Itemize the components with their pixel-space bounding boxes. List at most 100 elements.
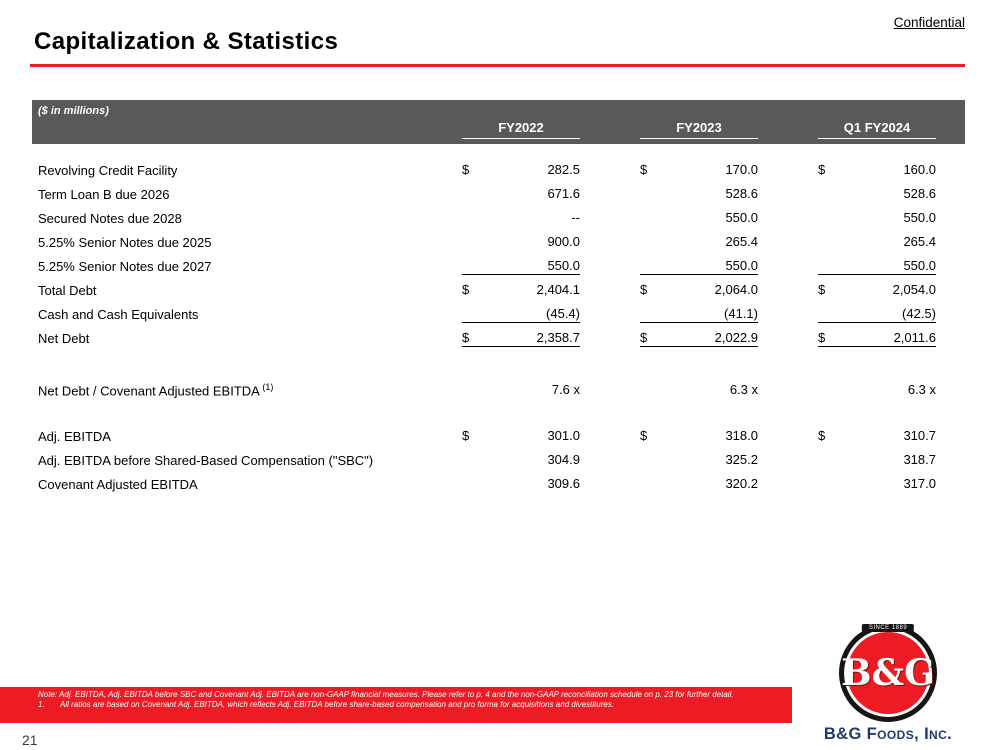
value-cell: $301.0 [462, 428, 640, 444]
currency-symbol: $ [462, 428, 470, 443]
value-cell: 265.4 [640, 234, 818, 250]
currency-symbol: $ [640, 282, 648, 297]
cell-value: (45.4) [546, 305, 580, 321]
value-cell: 671.6 [462, 186, 640, 202]
cell-value: 320.2 [725, 476, 758, 491]
bg-foods-logo-icon: SINCE 1889 B&G [839, 624, 937, 722]
units-label: ($ in millions) [38, 105, 109, 117]
table-row: Covenant Adjusted EBITDA 309.6 320.2 317.0 [32, 472, 965, 496]
capitalization-table: ($ in millions) FY2022 FY2023 Q1 FY2024 Re… [32, 100, 965, 496]
value-cell: $2,054.0 [818, 282, 965, 298]
value-cell: 550.0 [640, 210, 818, 226]
value-cell: 320.2 [640, 476, 818, 492]
value-cell: $318.0 [640, 428, 818, 444]
footnote-number: 1. [38, 700, 45, 710]
value-cell: 6.3 x [640, 382, 818, 398]
table-row: Adj. EBITDA before Shared-Based Compensa… [32, 448, 965, 472]
currency-symbol: $ [818, 428, 826, 443]
table-spacer [32, 350, 965, 378]
company-name: B&G Foods, Inc. [823, 725, 953, 743]
column-header: FY2023 [640, 120, 818, 139]
value-cell: 304.9 [462, 452, 640, 468]
value-cell: (45.4) [462, 306, 640, 323]
table-row: Cash and Cash Equivalents (45.4) (41.1) (42… [32, 302, 965, 326]
row-label: Cash and Cash Equivalents [38, 306, 199, 322]
cell-value: 160.0 [903, 162, 936, 177]
value-cell: 7.6 x [462, 382, 640, 398]
value-cell: (42.5) [818, 306, 965, 323]
cell-value: 2,022.9 [714, 329, 758, 345]
cell-value: 301.0 [547, 428, 580, 443]
value-cell: 900.0 [462, 234, 640, 250]
value-cell: 325.2 [640, 452, 818, 468]
cell-value: 2,064.0 [714, 282, 758, 297]
cell-value: 550.0 [725, 210, 758, 225]
title-rule [30, 64, 965, 67]
value-cell: $2,404.1 [462, 282, 640, 298]
table-row: Term Loan B due 2026 671.6 528.6 528.6 [32, 182, 965, 206]
value-cell: 550.0 [818, 258, 965, 275]
value-cell: 6.3 x [818, 382, 965, 398]
table-row: Net Debt / Covenant Adjusted EBITDA (1) 7… [32, 378, 965, 402]
capitalization-table-body: Revolving Credit Facility $282.5 $170.0 $16… [32, 158, 965, 496]
table-row: Secured Notes due 2028 -- 550.0 550.0 [32, 206, 965, 230]
value-cell: (41.1) [640, 306, 818, 323]
table-row: Net Debt $2,358.7 $2,022.9 $2,011.6 [32, 326, 965, 350]
value-cell: $160.0 [818, 162, 965, 178]
table-row: Revolving Credit Facility $282.5 $170.0 $16… [32, 158, 965, 182]
currency-symbol: $ [818, 329, 826, 345]
cell-value: 550.0 [903, 210, 936, 225]
value-cell: $2,022.9 [640, 330, 818, 347]
row-label: 5.25% Senior Notes due 2025 [38, 234, 212, 250]
currency-symbol: $ [462, 162, 470, 177]
value-cell: 528.6 [818, 186, 965, 202]
table-header: ($ in millions) FY2022 FY2023 Q1 FY2024 [32, 100, 965, 144]
value-cell: 550.0 [640, 258, 818, 275]
cell-value: 318.7 [903, 452, 936, 467]
cell-value: 265.4 [725, 234, 758, 249]
footnote-line: 1. All ratios are based on Covenant Adj.… [38, 700, 782, 710]
value-cell: 317.0 [818, 476, 965, 492]
row-label: Revolving Credit Facility [38, 162, 178, 178]
cell-value: 2,358.7 [536, 329, 580, 345]
value-cell: $2,011.6 [818, 330, 965, 347]
currency-symbol: $ [818, 282, 826, 297]
cell-value: 6.3 x [907, 382, 936, 397]
cell-value: 304.9 [547, 452, 580, 467]
currency-symbol: $ [462, 329, 470, 345]
value-cell: 550.0 [818, 210, 965, 226]
cell-value: 7.6 x [551, 382, 580, 397]
row-label: Adj. EBITDA before Shared-Based Compensa… [38, 452, 374, 468]
cell-value: 2,011.6 [893, 329, 936, 345]
cell-value: 2,054.0 [892, 282, 936, 297]
currency-symbol: $ [640, 162, 648, 177]
row-label: Adj. EBITDA [38, 428, 111, 444]
table-row: 5.25% Senior Notes due 2027 550.0 550.0 550… [32, 254, 965, 278]
value-cell: $282.5 [462, 162, 640, 178]
cell-value: 282.5 [547, 162, 580, 177]
confidential-label: Confidential [893, 15, 965, 30]
value-cell: 265.4 [818, 234, 965, 250]
cell-value: 528.6 [903, 186, 936, 201]
row-label: 5.25% Senior Notes due 2027 [38, 258, 212, 274]
cell-value: 900.0 [547, 234, 580, 249]
table-spacer [32, 402, 965, 424]
cell-value: 671.6 [547, 186, 580, 201]
company-logo: SINCE 1889 B&G B&G Foods, Inc. [803, 624, 973, 744]
cell-value: 550.0 [547, 257, 580, 273]
row-label: Covenant Adjusted EBITDA [38, 476, 198, 492]
page-title: Capitalization & Statistics [34, 28, 339, 55]
cell-value: 6.3 x [729, 382, 758, 397]
table-row: 5.25% Senior Notes due 2025 900.0 265.4 265… [32, 230, 965, 254]
value-cell: 528.6 [640, 186, 818, 202]
value-cell: $170.0 [640, 162, 818, 178]
value-cell: -- [462, 210, 640, 226]
logo-brand: B&G [841, 652, 935, 694]
value-cell: 309.6 [462, 476, 640, 492]
cell-value: 265.4 [903, 234, 936, 249]
footnote-ref: (1) [259, 381, 274, 392]
table-row: Total Debt $2,404.1 $2,064.0 $2,054.0 [32, 278, 965, 302]
currency-symbol: $ [640, 428, 648, 443]
column-headers-row: FY2022 FY2023 Q1 FY2024 [32, 120, 965, 139]
